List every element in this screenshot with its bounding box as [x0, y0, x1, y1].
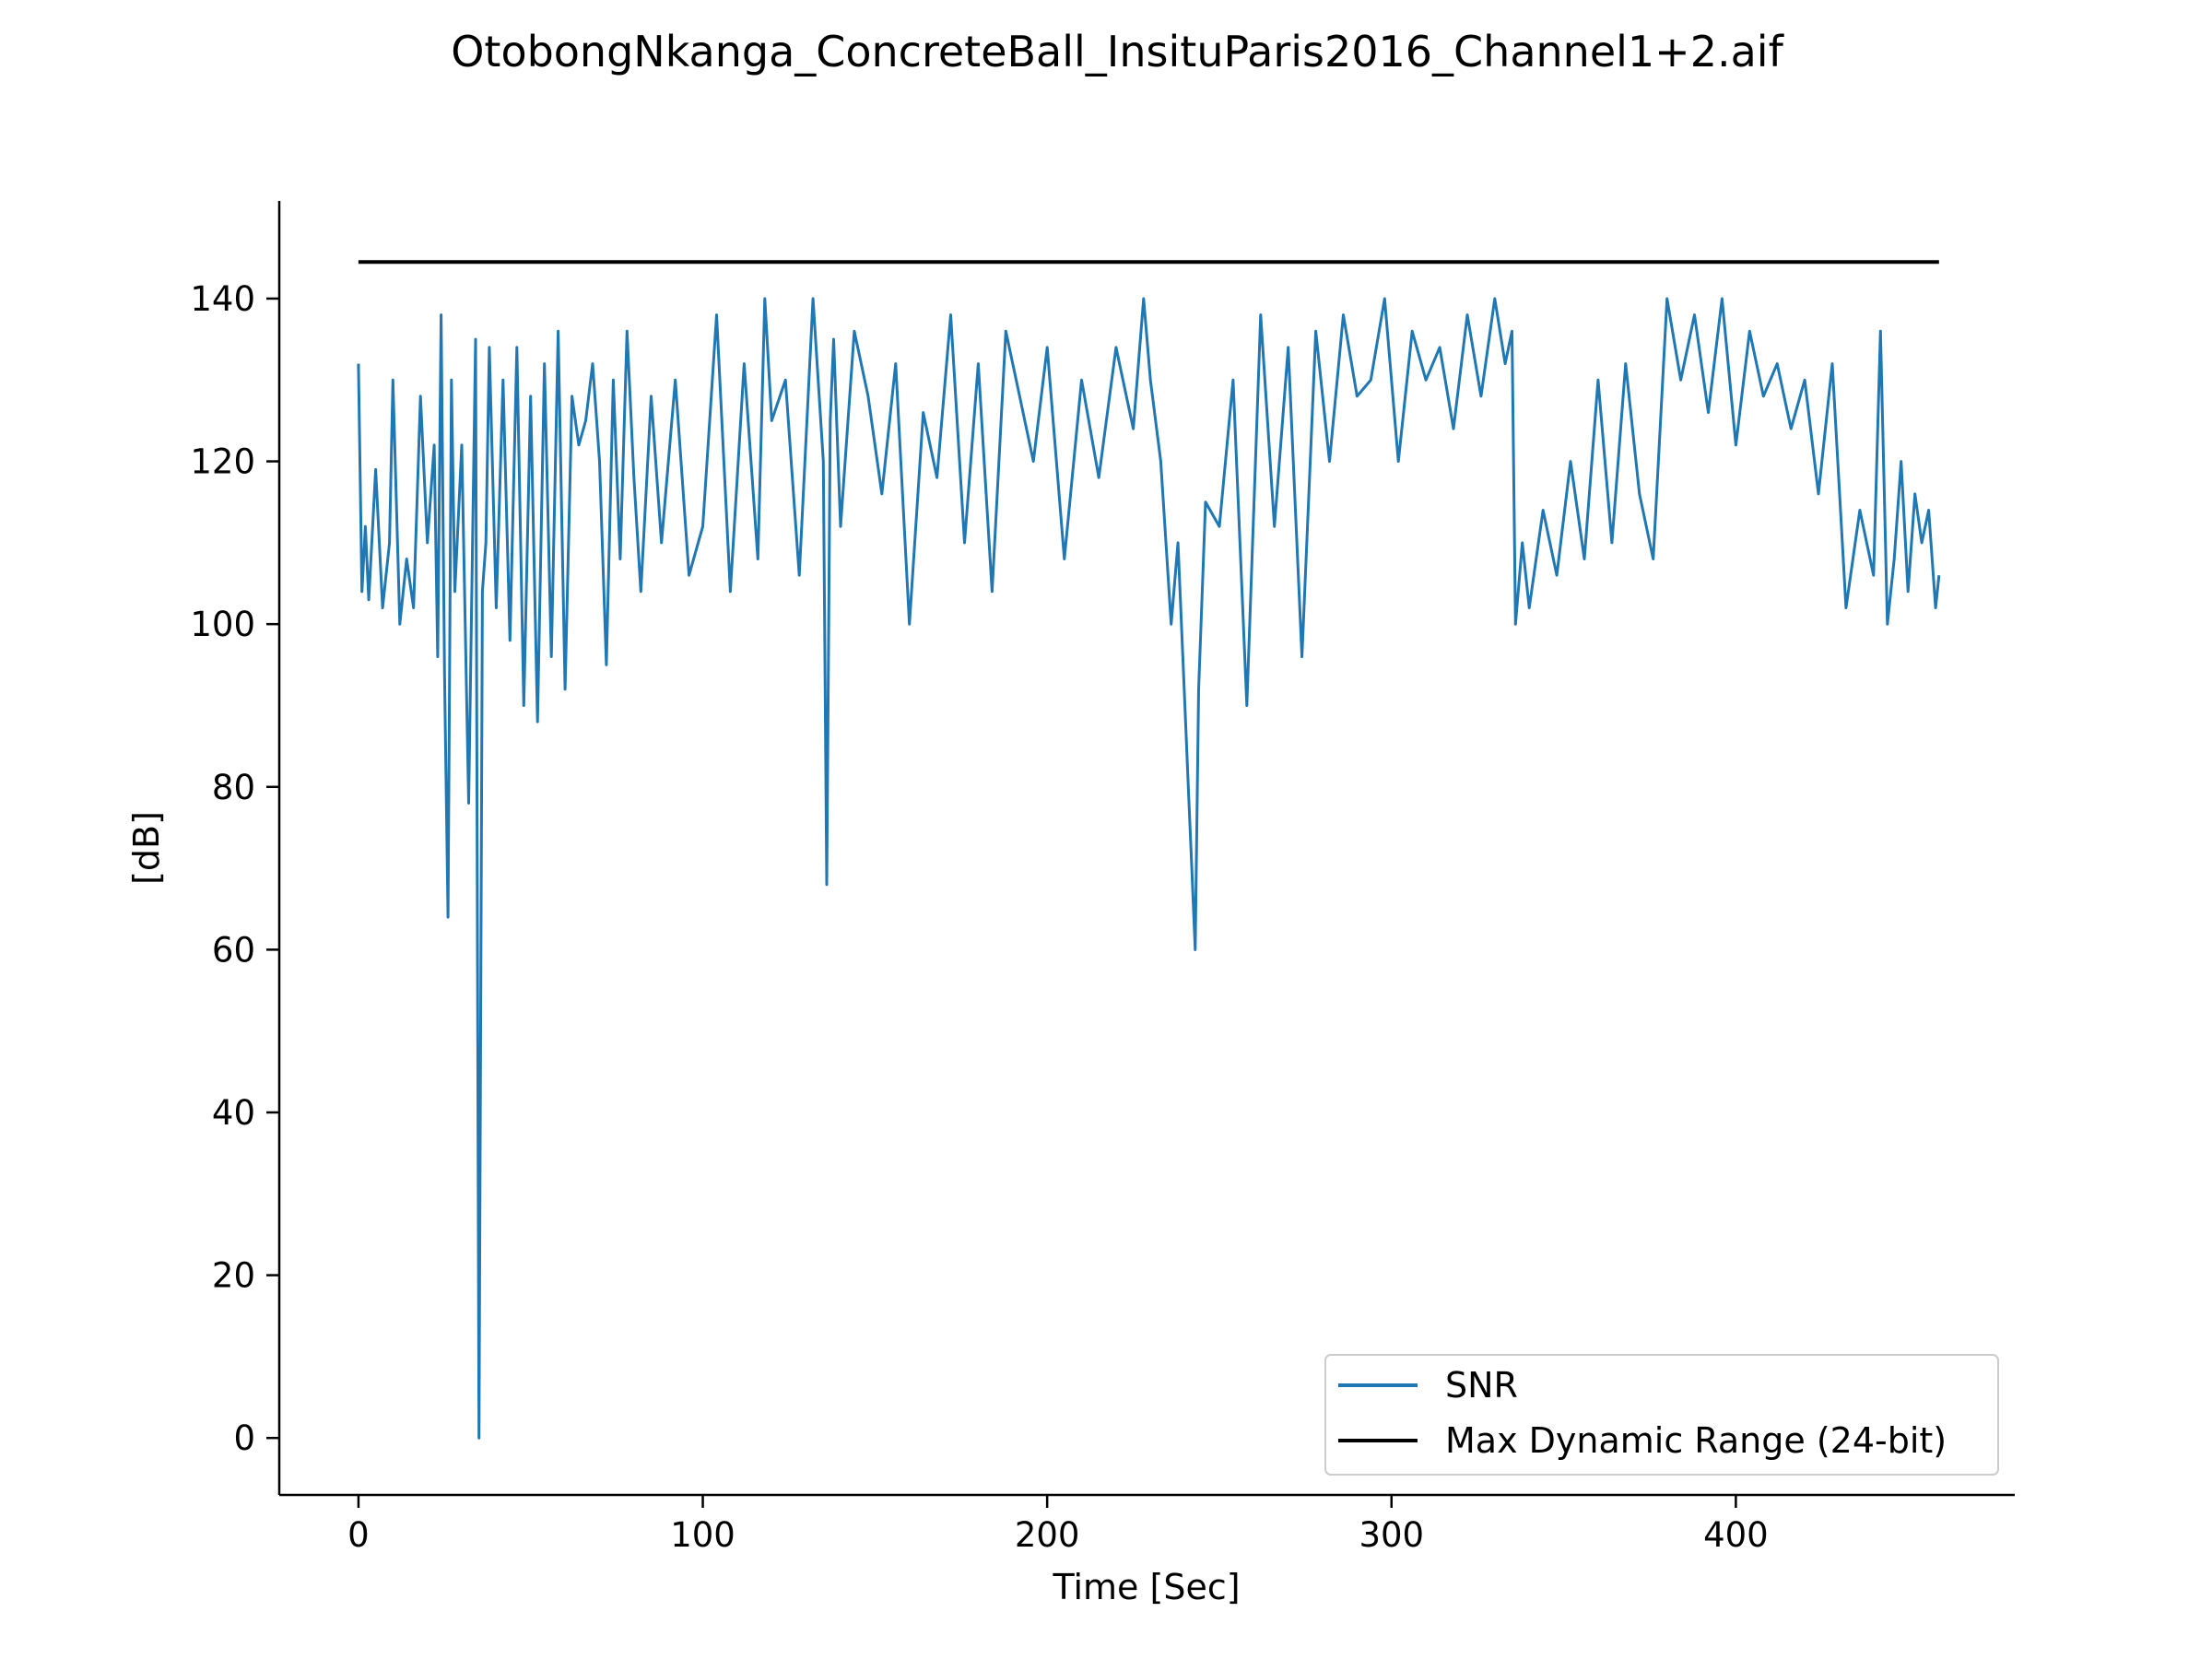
x-tick-label: 0 — [347, 1515, 370, 1555]
chart-title: OtobongNkanga_ConcreteBall_InsituParis20… — [451, 27, 1784, 76]
y-tick-label: 40 — [212, 1093, 255, 1133]
y-tick-label: 120 — [190, 442, 255, 482]
x-tick-label: 400 — [1703, 1515, 1769, 1555]
plot-area — [357, 260, 1941, 1440]
y-axis-ticks: 0 20 40 60 80 100 120 140 — [190, 279, 279, 1458]
legend: SNR Max Dynamic Range (24-bit) — [1324, 1354, 1999, 1476]
legend-label-snr: SNR — [1445, 1365, 1518, 1406]
y-tick-label: 0 — [233, 1418, 255, 1458]
x-tick-label: 200 — [1015, 1515, 1080, 1555]
x-tick-label: 100 — [670, 1515, 735, 1555]
legend-label-max-dynamic-range: Max Dynamic Range (24-bit) — [1445, 1420, 1947, 1461]
legend-box — [1324, 1354, 1999, 1476]
y-tick-label: 60 — [212, 930, 255, 970]
y-tick-label: 80 — [212, 768, 255, 807]
x-tick-label: 300 — [1359, 1515, 1424, 1555]
y-tick-label: 140 — [190, 279, 255, 319]
series-line-0 — [357, 297, 1941, 1440]
x-axis-ticks: 0 100 200 300 400 — [347, 1495, 1769, 1555]
y-tick-label: 20 — [212, 1256, 255, 1296]
x-axis-label: Time [Sec] — [1052, 1567, 1240, 1607]
y-axis-label: [dB] — [126, 811, 167, 885]
y-tick-label: 100 — [190, 605, 255, 644]
